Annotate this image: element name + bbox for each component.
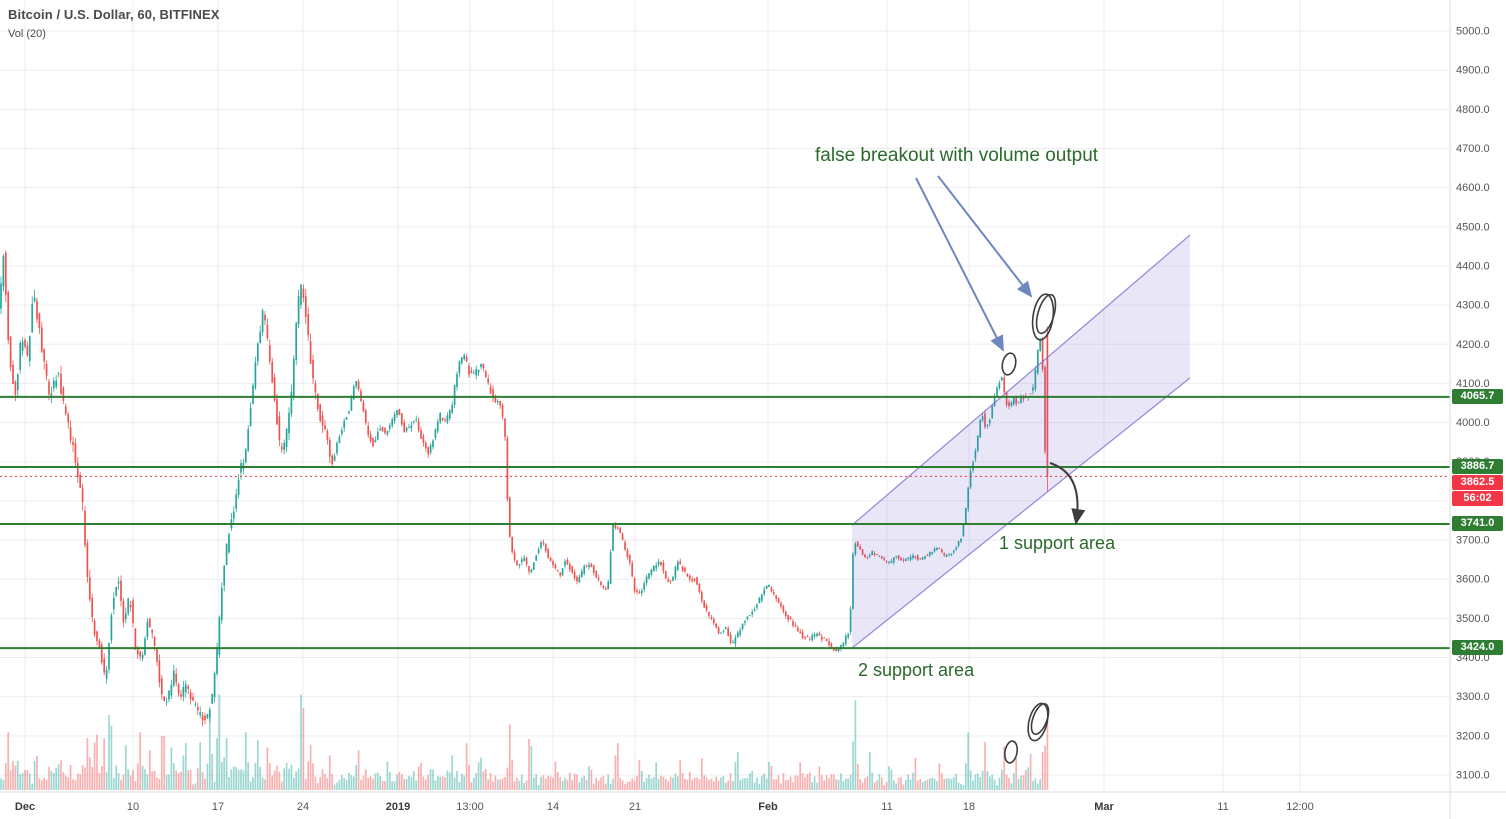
svg-text:Dec: Dec (15, 801, 35, 813)
curved-arrow (1049, 462, 1086, 525)
hand-drawn-circle (1035, 293, 1057, 335)
chart-legend: Bitcoin / U.S. Dollar, 60, BITFINEX Vol … (8, 7, 220, 40)
svg-text:12:00: 12:00 (1286, 801, 1314, 813)
parallel-channel-drawing[interactable] (851, 234, 1191, 649)
svg-text:3200.0: 3200.0 (1456, 730, 1490, 742)
axis-labels: 5000.0 4900.0 4800.0 4700.0 4600.0 4500.0 4400… (15, 26, 1490, 814)
candle-layer (0, 250, 1049, 727)
svg-text:4300.0: 4300.0 (1456, 300, 1490, 312)
sketch-drawings[interactable] (915, 175, 1086, 764)
pointer-arrow (937, 175, 1033, 298)
hand-drawn-circle (1001, 352, 1017, 376)
svg-text:3500.0: 3500.0 (1456, 613, 1490, 625)
symbol-title[interactable]: Bitcoin / U.S. Dollar, 60, BITFINEX (8, 7, 220, 22)
svg-text:14: 14 (547, 801, 559, 813)
annotation-false-breakout[interactable]: false breakout with volume output (815, 145, 1099, 166)
svg-text:18: 18 (963, 801, 975, 813)
svg-text:3100.0: 3100.0 (1456, 770, 1490, 782)
svg-text:4100.0: 4100.0 (1456, 378, 1490, 390)
svg-text:24: 24 (297, 801, 309, 813)
svg-text:5000.0: 5000.0 (1456, 26, 1490, 38)
svg-text:4200.0: 4200.0 (1456, 339, 1490, 351)
svg-text:4600.0: 4600.0 (1456, 182, 1490, 194)
hand-drawn-circle (1030, 702, 1050, 736)
svg-text:17: 17 (212, 801, 224, 813)
svg-text:4900.0: 4900.0 (1456, 65, 1490, 77)
bar-countdown-tag: 56:02 (1452, 491, 1503, 506)
svg-text:3700.0: 3700.0 (1456, 535, 1490, 547)
svg-text:3300.0: 3300.0 (1456, 691, 1490, 703)
svg-text:11: 11 (881, 801, 892, 813)
svg-text:21: 21 (629, 801, 641, 813)
svg-text:11: 11 (1217, 801, 1228, 813)
svg-text:Feb: Feb (758, 801, 778, 813)
svg-text:Mar: Mar (1094, 801, 1114, 813)
svg-text:10: 10 (127, 801, 139, 813)
price-tag: 3886.7 (1452, 459, 1503, 474)
svg-text:4000.0: 4000.0 (1456, 417, 1490, 429)
volume-layer (0, 694, 1049, 790)
annotation-support-1[interactable]: 1 support area (999, 533, 1116, 553)
price-tag: 3424.0 (1452, 640, 1503, 655)
time-axis[interactable] (0, 792, 1506, 819)
svg-text:4500.0: 4500.0 (1456, 221, 1490, 233)
svg-text:3400.0: 3400.0 (1456, 652, 1490, 664)
support-resistance-lines[interactable] (0, 395, 1450, 650)
price-tag: 4065.7 (1452, 389, 1503, 404)
price-tag: 3862.5 (1452, 475, 1503, 490)
pointer-arrow (915, 177, 1004, 352)
svg-text:4800.0: 4800.0 (1456, 104, 1490, 116)
price-tag: 3741.0 (1452, 516, 1503, 531)
volume-indicator-label[interactable]: Vol (20) (8, 28, 46, 40)
svg-text:3600.0: 3600.0 (1456, 574, 1490, 586)
svg-text:4400.0: 4400.0 (1456, 260, 1490, 272)
svg-text:4700.0: 4700.0 (1456, 143, 1490, 155)
svg-text:13:00: 13:00 (456, 801, 484, 813)
svg-text:2019: 2019 (386, 801, 410, 813)
annotation-support-2[interactable]: 2 support area (858, 660, 975, 680)
hand-drawn-circle (1003, 740, 1019, 764)
